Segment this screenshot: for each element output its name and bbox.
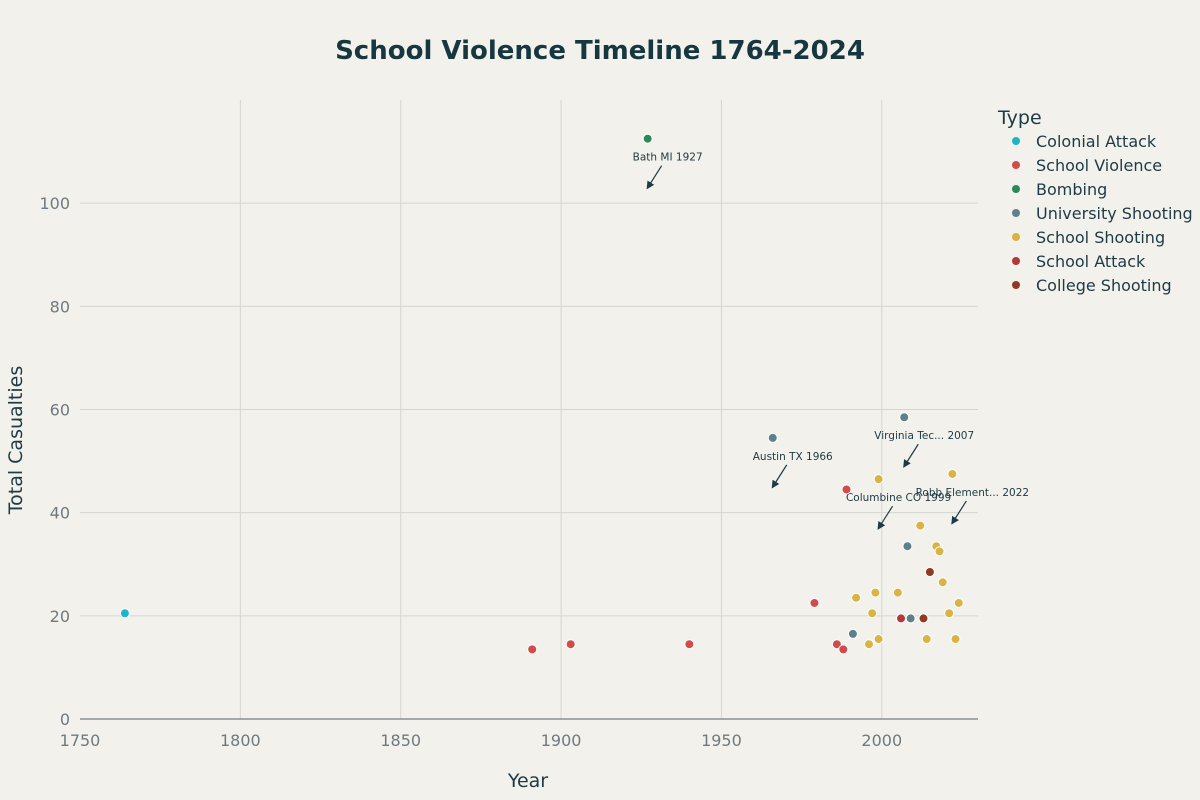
annotation-arrow — [646, 165, 663, 190]
data-point — [873, 634, 884, 645]
legend-item: School Violence — [1036, 156, 1162, 175]
data-point — [921, 634, 932, 645]
legend-marker — [1012, 161, 1020, 169]
data-point — [684, 639, 695, 650]
legend-marker — [1012, 257, 1020, 265]
y-tick-label: 0 — [60, 710, 70, 729]
annotations: Bath MI 1927 Austin TX 1966 Virginia Tec..… — [633, 152, 1029, 530]
annotation-label: Virginia Tec... 2007 — [874, 430, 974, 442]
chart-title: School Violence Timeline 1764-2024 — [335, 36, 865, 66]
y-axis-title: Total Casualties — [5, 366, 27, 516]
data-point — [565, 639, 576, 650]
annotation-arrow — [877, 505, 894, 530]
annotation-label: Robb Element... 2022 — [916, 487, 1029, 499]
data-point — [642, 133, 653, 144]
y-tick-label: 100 — [39, 194, 70, 213]
data-point — [934, 546, 945, 557]
data-point — [918, 613, 929, 624]
data-point — [831, 639, 842, 650]
data-point — [937, 577, 948, 588]
legend: Type Colonial Attack School Violence Bombi… — [997, 107, 1193, 295]
y-tick-label: 40 — [50, 504, 70, 523]
annotation-arrow — [903, 443, 919, 468]
data-point — [838, 644, 849, 655]
annotation-label: Bath MI 1927 — [633, 152, 703, 164]
data-point — [896, 613, 907, 624]
data-point — [119, 608, 130, 619]
data-point — [905, 613, 916, 624]
x-tick-label: 1950 — [701, 731, 742, 750]
y-tick-label: 60 — [50, 401, 70, 420]
data-point — [867, 608, 878, 619]
annotation-label: Columbine CO 1999 — [846, 492, 951, 504]
axis-ticks: 1750 1800 1850 1900 1950 2000 0 20 40 60 80 100 — [39, 194, 902, 750]
data-point — [892, 587, 903, 598]
data-point — [873, 474, 884, 485]
data-point — [950, 634, 961, 645]
x-axis-title: Year — [507, 770, 548, 792]
data-point — [527, 644, 538, 655]
data-point — [870, 587, 881, 598]
data-point — [767, 432, 778, 443]
data-point — [809, 597, 820, 608]
annotation-arrow — [771, 464, 788, 489]
data-point — [841, 484, 852, 495]
legend-item: School Attack — [1036, 252, 1146, 271]
x-tick-label: 1900 — [541, 731, 582, 750]
annotation-label: Austin TX 1966 — [753, 451, 833, 463]
x-tick-label: 1850 — [380, 731, 421, 750]
data-point — [924, 566, 935, 577]
gridlines — [80, 100, 978, 720]
x-tick-label: 2000 — [861, 731, 902, 750]
data-point — [915, 520, 926, 531]
data-point — [847, 628, 858, 639]
data-point — [863, 639, 874, 650]
legend-marker — [1012, 233, 1020, 241]
legend-item: College Shooting — [1036, 276, 1172, 295]
data-point — [899, 412, 910, 423]
legend-marker — [1012, 137, 1020, 145]
legend-marker — [1012, 209, 1020, 217]
legend-title: Type — [997, 107, 1042, 129]
y-tick-label: 80 — [50, 297, 70, 316]
data-point — [851, 592, 862, 603]
data-point — [944, 608, 955, 619]
legend-marker — [1012, 185, 1020, 193]
data-point — [953, 597, 964, 608]
x-tick-label: 1750 — [60, 731, 101, 750]
legend-marker — [1012, 281, 1020, 289]
legend-item: School Shooting — [1036, 228, 1165, 247]
x-tick-label: 1800 — [220, 731, 261, 750]
legend-item: University Shooting — [1036, 204, 1193, 223]
legend-item: Bombing — [1036, 180, 1107, 199]
data-point — [902, 541, 913, 552]
y-tick-label: 20 — [50, 607, 70, 626]
data-points — [119, 133, 964, 655]
legend-item: Colonial Attack — [1036, 132, 1157, 151]
annotation-arrow — [951, 500, 967, 525]
data-point — [947, 468, 958, 479]
